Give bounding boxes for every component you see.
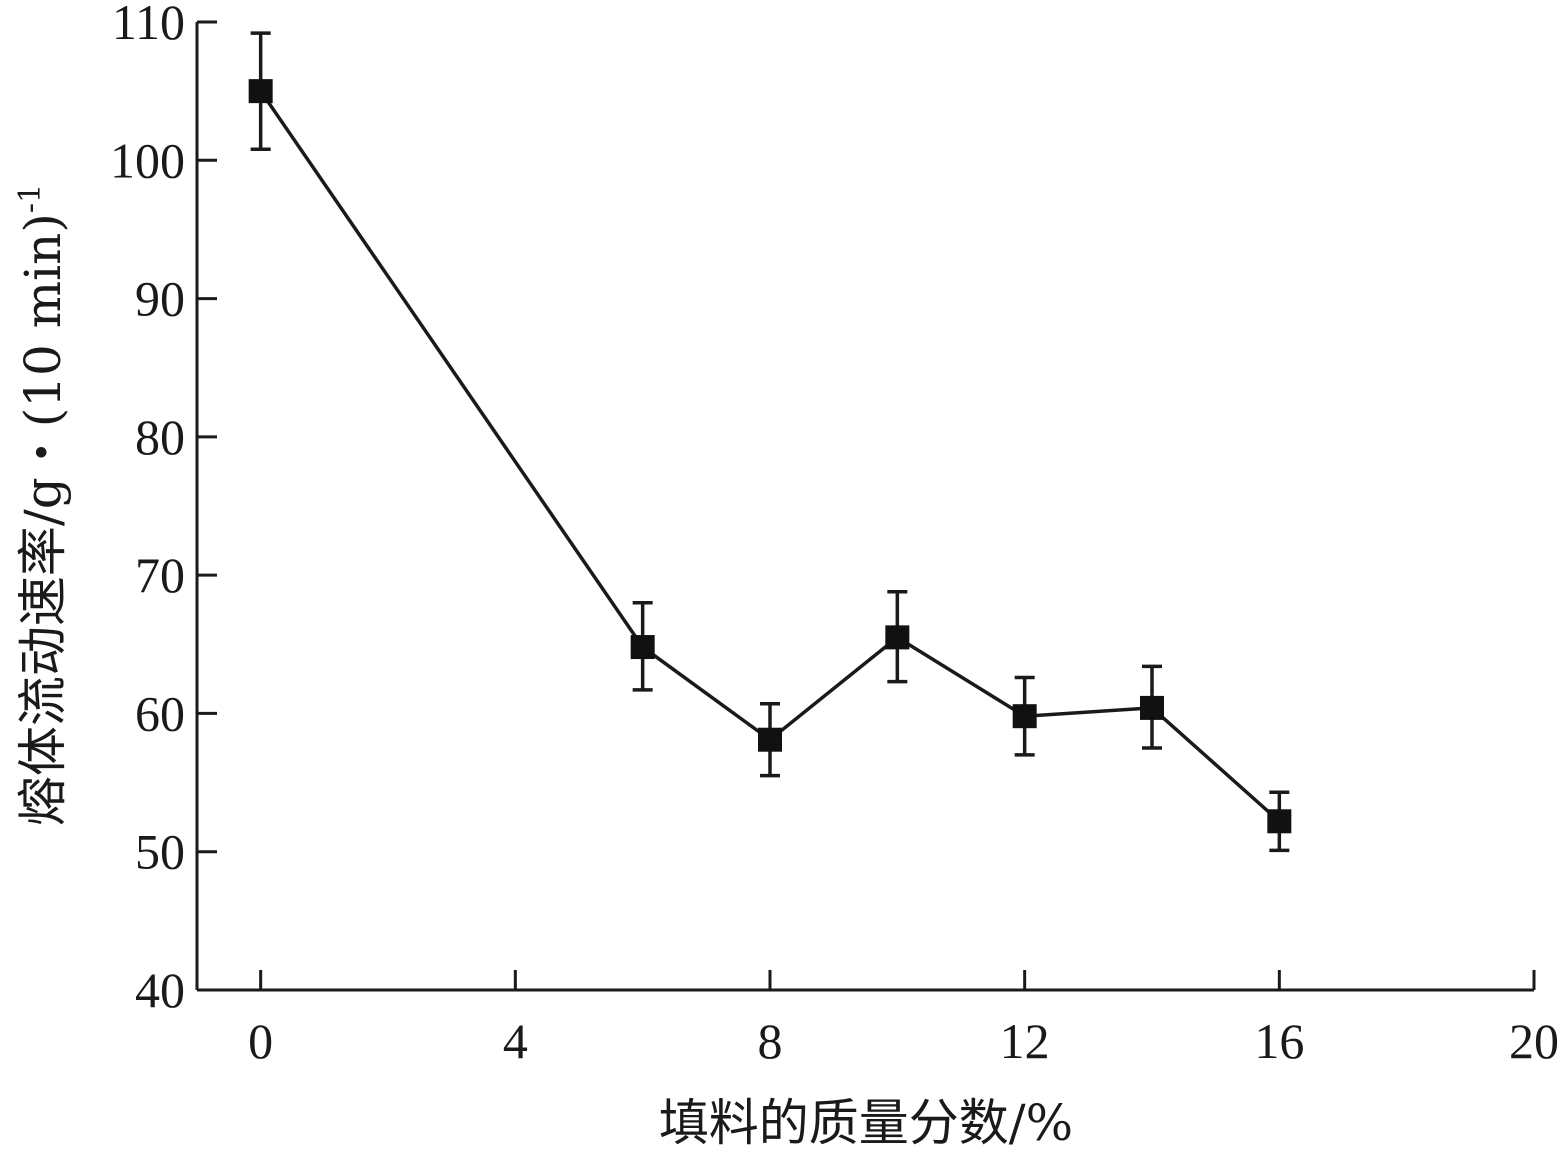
data-point: [1012, 704, 1037, 729]
data-point: [630, 635, 655, 660]
data-point: [758, 727, 782, 752]
y-tick-label: 60: [135, 685, 185, 741]
y-tick-label: 40: [135, 962, 185, 1018]
x-ticks: 0 4 8 12 16 20: [248, 970, 1559, 1069]
markers: [248, 79, 1292, 834]
y-tick-label: 70: [135, 547, 185, 603]
y-tick-label: 110: [112, 0, 185, 50]
y-tick-label: 100: [110, 132, 185, 188]
data-point: [885, 625, 910, 650]
x-tick-label: 4: [503, 1013, 528, 1069]
y-axis-title: 熔体流动速率/g・(10 min)-1: [13, 184, 72, 826]
x-tick-label: 8: [758, 1013, 783, 1069]
y-tick-label: 80: [135, 409, 185, 465]
data-point: [248, 79, 273, 104]
data-point: [1267, 809, 1292, 834]
x-tick-label: 12: [1000, 1013, 1050, 1069]
x-tick-label: 16: [1254, 1013, 1304, 1069]
data-point: [1140, 695, 1164, 720]
y-axis-title-group: 熔体流动速率/g・(10 min)-1: [13, 184, 72, 826]
x-tick-label: 0: [248, 1013, 273, 1069]
y-axis-title-main: 熔体流动速率/g・(10 min): [14, 213, 72, 826]
axes: [195, 22, 1534, 992]
x-axis-title: 填料的质量分数/%: [659, 1094, 1073, 1152]
y-tick-label: 90: [135, 271, 185, 327]
x-tick-label: 20: [1509, 1013, 1559, 1069]
y-axis-title-superscript: -1: [13, 184, 48, 213]
y-ticks: 40 50 60 70 80 90 100 110: [110, 0, 217, 1018]
y-tick-label: 50: [135, 824, 185, 880]
